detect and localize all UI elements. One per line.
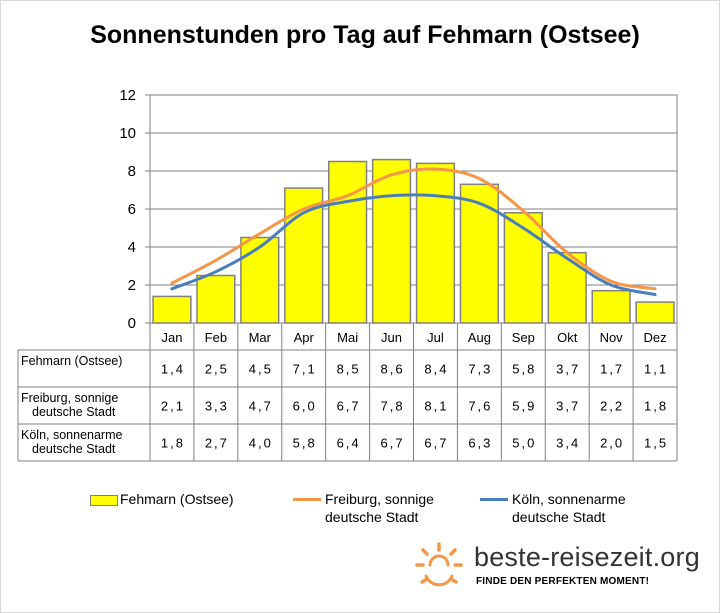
table-cell: 4,0: [249, 436, 273, 451]
legend-swatch-line-blue: [480, 498, 508, 501]
line-freiburg: [170, 167, 657, 291]
table-cell: 6,7: [337, 399, 361, 414]
y-tick-label: 2: [128, 277, 136, 294]
logo-slogan: FINDE DEN PERFEKTEN MOMENT!: [476, 576, 650, 587]
x-tick-label: Jul: [427, 330, 444, 345]
table-cell: 6,4: [337, 436, 361, 451]
bar-jun: [371, 158, 412, 324]
table-cell: 2,5: [205, 362, 229, 377]
table-cell: 8,1: [424, 399, 448, 414]
table-cell: 3,3: [205, 399, 229, 414]
y-axis: 0 2 4 6 8 10 12: [119, 87, 150, 332]
y-tick-label: 12: [119, 87, 136, 104]
legend-label-fehmarn: Fehmarn (Ostsee): [120, 491, 234, 507]
table-cell: 6,0: [293, 399, 317, 414]
bar-okt: [547, 251, 587, 324]
y-tick-label: 4: [128, 239, 136, 256]
x-tick-label: Okt: [557, 330, 578, 345]
legend-label-koeln-2: deutsche Stadt: [512, 509, 606, 525]
legend: Fehmarn (Ostsee) Freiburg, sonnige deuts…: [90, 490, 690, 530]
y-tick-label: 0: [128, 315, 136, 332]
table-cell: 3,7: [556, 362, 580, 377]
y-tick-label: 8: [128, 163, 136, 180]
legend-swatch-bar: [90, 495, 118, 506]
table-cell: 1,5: [644, 436, 668, 451]
table-cell: 1,1: [644, 362, 668, 377]
bar-mar: [240, 236, 280, 324]
table-cell: 8,6: [381, 362, 405, 377]
table-row-label: deutsche Stadt: [32, 405, 116, 419]
bar-aug: [459, 183, 500, 324]
bar-jul: [415, 162, 456, 324]
table-row-label: Köln, sonnenarme: [21, 428, 123, 442]
table-cell: 4,7: [249, 399, 273, 414]
table-cell: 1,7: [600, 362, 624, 377]
table-cell: 5,8: [293, 436, 317, 451]
bar-jan: [152, 295, 192, 324]
y-tick-label: 6: [128, 201, 136, 218]
x-tick-label: Nov: [600, 330, 624, 345]
legend-item-freiburg: Freiburg, sonnige deutsche Stadt: [293, 490, 434, 526]
legend-item-koeln: Köln, sonnenarme deutsche Stadt: [480, 490, 626, 526]
legend-item-fehmarn: Fehmarn (Ostsee): [90, 490, 234, 508]
gridlines: [149, 94, 678, 324]
x-tick-label: Jun: [381, 330, 402, 345]
x-tick-label: Aug: [468, 330, 491, 345]
table-cell: 5,0: [512, 436, 536, 451]
x-tick-label: Dez: [643, 330, 666, 345]
table-row-label: Freiburg, sonnige: [21, 391, 118, 405]
table-cell: 6,7: [381, 436, 405, 451]
table-cell: 7,3: [468, 362, 492, 377]
line-koeln: [170, 193, 657, 296]
bar-nov: [591, 289, 631, 324]
bar-mai: [327, 160, 368, 324]
chart-title: Sonnenstunden pro Tag auf Fehmarn (Ostse…: [90, 21, 640, 49]
logo-wordmark: beste-reisezeit.org: [474, 542, 700, 572]
table-cell: 1,8: [161, 436, 185, 451]
y-tick-label: 10: [119, 125, 136, 142]
series-lines: [170, 167, 657, 296]
table-cell: 7,1: [293, 362, 317, 377]
table-cell: 3,7: [556, 399, 580, 414]
table-cell: 7,8: [381, 399, 405, 414]
table-cell: 2,1: [161, 399, 185, 414]
legend-label-freiburg-2: deutsche Stadt: [325, 509, 419, 525]
x-tick-label: Sep: [512, 330, 535, 345]
legend-label-freiburg-1: Freiburg, sonnige: [325, 491, 434, 507]
bar-dez: [635, 301, 675, 324]
x-tick-label: Apr: [294, 330, 315, 345]
table-cell: 6,3: [468, 436, 492, 451]
table-cell: 1,4: [161, 362, 185, 377]
table-cell: 2,2: [600, 399, 624, 414]
x-tick-label: Mar: [249, 330, 272, 345]
x-tick-label: Feb: [205, 330, 227, 345]
table-cell: 2,0: [600, 436, 624, 451]
table-cell: 5,9: [512, 399, 536, 414]
table-cell: 4,5: [249, 362, 273, 377]
bars: [152, 158, 675, 324]
legend-label-koeln-1: Köln, sonnenarme: [512, 491, 626, 507]
x-tick-label: Mai: [337, 330, 358, 345]
table-cell: 3,4: [556, 436, 580, 451]
brand-logo[interactable]: beste-reisezeit.org FINDE DEN PERFEKTEN …: [412, 538, 702, 598]
sun-icon: [415, 542, 463, 587]
table-cell: 8,5: [337, 362, 361, 377]
bar-sep: [503, 212, 543, 324]
legend-swatch-line-orange: [293, 498, 321, 501]
bar-feb: [196, 274, 236, 324]
table-cell: 8,4: [424, 362, 448, 377]
x-tick-label: Jan: [161, 330, 182, 345]
table-cell: 5,8: [512, 362, 536, 377]
table-cell: 7,6: [468, 399, 492, 414]
table-cell: 1,8: [644, 399, 668, 414]
table-row-label: Fehmarn (Ostsee): [21, 354, 122, 368]
data-table: Jan Feb Mar Apr Mai Jun Jul Aug Sep Okt Nov Dez Fehm…: [17, 323, 678, 462]
table-cell: 6,7: [424, 436, 448, 451]
table-row-label: deutsche Stadt: [32, 442, 116, 456]
table-cell: 2,7: [205, 436, 229, 451]
